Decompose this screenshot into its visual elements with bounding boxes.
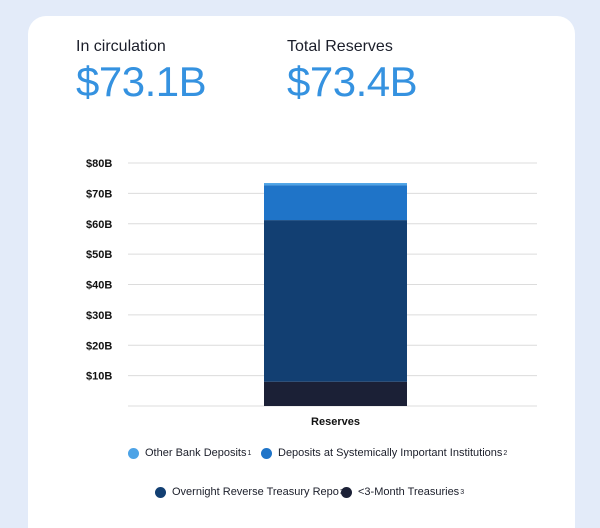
legend-deposits-sii: Deposits at Systemically Important Insti… (261, 447, 507, 459)
legend-footnote: 1 (247, 449, 252, 457)
y-tick-label: $70B (86, 188, 112, 200)
legend-label: <3-Month Treasuries (358, 486, 460, 498)
legend-swatch-treasuries (341, 486, 352, 498)
y-tick-label: $20B (86, 340, 112, 352)
circulation-stat: In circulation $73.1B (76, 38, 207, 106)
legend-treasuries: <3-Month Treasuries 3 (341, 486, 464, 498)
legend-overnight-repo: Overnight Reverse Treasury Repo3 (155, 486, 344, 498)
legend-footnote: 3 (460, 488, 465, 496)
legend-swatch-overnight-repo (155, 486, 166, 498)
total-reserves-label: Total Reserves (287, 38, 393, 55)
legend-label: Overnight Reverse Treasury Repo (172, 486, 339, 498)
circulation-label: In circulation (76, 38, 166, 55)
y-tick-label: $60B (86, 219, 112, 231)
y-tick-label: $10B (86, 371, 112, 383)
legend-footnote: 2 (503, 449, 508, 457)
legend-swatch-other-bank-deposits (128, 447, 139, 459)
bar-segment-treasuries (264, 381, 407, 406)
y-tick-label: $50B (86, 249, 112, 261)
legend-swatch-deposits-sii (261, 447, 272, 459)
x-category-label: Reserves (311, 416, 360, 428)
bar-segment-other-bank-deposits (264, 183, 407, 186)
y-tick-label: $40B (86, 280, 112, 292)
y-tick-label: $80B (86, 158, 112, 170)
legend-label: Other Bank Deposits (145, 447, 247, 459)
legend-other-bank-deposits: Other Bank Deposits 1 (128, 447, 251, 459)
y-tick-label: $30B (86, 310, 112, 322)
bar-segment-deposits-sii (264, 185, 407, 221)
total-reserves-value: $73.4B (287, 58, 418, 105)
total-reserves-stat: Total Reserves $73.4B (287, 38, 418, 106)
circulation-value: $73.1B (76, 58, 207, 105)
bar-segment-overnight-repo (264, 220, 407, 382)
legend-label: Deposits at Systemically Important Insti… (278, 447, 503, 459)
